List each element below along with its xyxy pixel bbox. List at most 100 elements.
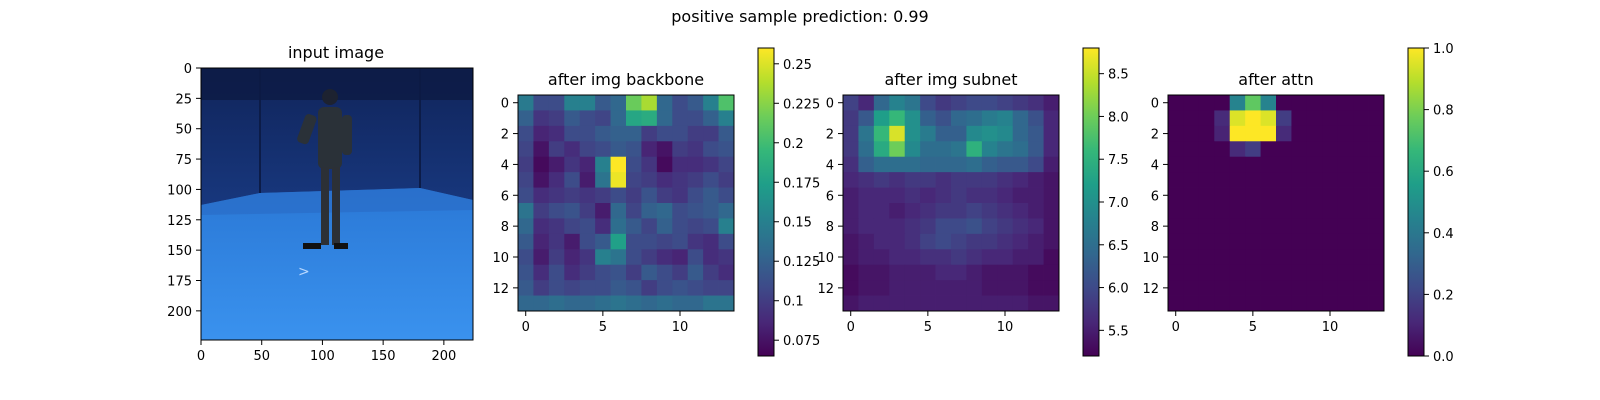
heatmap-cell [1260, 187, 1277, 204]
heatmap-cell [1276, 249, 1292, 266]
heatmap-cell [1291, 156, 1308, 173]
heatmap-cell [843, 203, 859, 219]
colorbar: 0.0 0.2 0.4 0.6 0.8 1.0 [1407, 42, 1454, 365]
heatmap-cell [1291, 172, 1308, 188]
y-tick-label: 10 [817, 251, 834, 266]
heatmap-cell [1291, 141, 1308, 158]
heatmap-cell [1229, 141, 1246, 158]
heatmap-cell [981, 203, 998, 219]
heatmap-cell [548, 156, 565, 173]
heatmap-cell [1214, 264, 1231, 281]
heatmap-cell [1229, 125, 1246, 142]
colorbar-tick-label: 5.5 [1108, 324, 1129, 339]
heatmap-cell [656, 249, 673, 266]
heatmap-cell [1368, 141, 1385, 158]
heatmap-cell [718, 233, 735, 250]
heatmap-cell [1306, 125, 1323, 142]
heatmap-cell [672, 295, 689, 312]
heatmap-cell [1198, 203, 1215, 219]
heatmap-cell [935, 172, 952, 188]
heatmap-cell [1276, 233, 1292, 250]
heatmap-cell [1229, 203, 1246, 219]
heatmap-cell [1368, 249, 1385, 266]
panel-title: after img subnet [884, 70, 1017, 89]
heatmap-cell [981, 95, 998, 111]
heatmap-cell [1337, 233, 1354, 250]
heatmap-cell [843, 249, 859, 266]
heatmap-cell [564, 95, 581, 111]
heatmap-cell [1168, 110, 1184, 127]
heatmap-cell [920, 156, 936, 173]
heatmap-cell [579, 95, 596, 111]
heatmap-cell [997, 280, 1014, 296]
heatmap-cell [889, 249, 906, 266]
heatmap-cell [595, 280, 611, 296]
heatmap-cell [1183, 110, 1200, 127]
heatmap-cell [1183, 218, 1200, 235]
heatmap-cell [935, 187, 952, 204]
heatmap-cell [1012, 156, 1029, 173]
x-tick-label: 0 [847, 320, 855, 335]
heatmap-cell [904, 110, 921, 127]
heatmap-cell [610, 249, 627, 266]
heatmap-cell [1276, 110, 1292, 127]
heatmap-cell [1276, 141, 1292, 158]
heatmap-cell [1322, 264, 1339, 281]
heatmap-cell [1322, 203, 1339, 219]
heatmap-cell [873, 264, 890, 281]
heatmap-cell [641, 156, 658, 173]
y-tick-label: 175 [167, 275, 192, 290]
heatmap-cell [718, 141, 735, 158]
heatmap-cell [935, 156, 952, 173]
heatmap-cell [966, 203, 983, 219]
heatmap-cell [858, 141, 875, 158]
heatmap-cell [610, 95, 627, 111]
heatmap-cell [904, 249, 921, 266]
heatmap-cell [843, 218, 859, 235]
panel-title: after img backbone [548, 70, 704, 89]
heatmap-cell [1322, 233, 1339, 250]
heatmap-cell [951, 172, 967, 188]
heatmap-cell [1229, 172, 1246, 188]
heatmap-cell [1183, 249, 1200, 266]
colorbar-tick-label: 0.225 [783, 97, 820, 112]
heatmap-cell [564, 295, 581, 312]
heatmap-cell [548, 141, 565, 158]
heatmap-cell [610, 264, 627, 281]
heatmap-cell [951, 249, 967, 266]
x-tick-label: 10 [1322, 320, 1339, 335]
heatmap-cell [997, 95, 1014, 111]
heatmap-cell [703, 280, 719, 296]
y-tick-label: 12 [492, 282, 509, 297]
heatmap-cell [1043, 187, 1060, 204]
heatmap-cell [533, 125, 550, 142]
heatmap-cell [1260, 172, 1277, 188]
heatmap-cell [1183, 295, 1200, 312]
heatmap-cell [564, 233, 581, 250]
y-tick-label: 8 [501, 220, 509, 235]
heatmap-cell [1028, 141, 1044, 158]
heatmap-cell [579, 156, 596, 173]
heatmap-cell [595, 218, 611, 235]
heatmap-cell [1245, 264, 1261, 281]
heatmap-cell [951, 141, 967, 158]
heatmap-cell [889, 233, 906, 250]
heatmap-cell [1260, 203, 1277, 219]
heatmap-cell [873, 233, 890, 250]
heatmap-cell [935, 110, 952, 127]
heatmap-cell [966, 218, 983, 235]
y-tick-label: 4 [1151, 158, 1159, 173]
heatmap-cell [1245, 95, 1261, 111]
heatmap-cell [1306, 156, 1323, 173]
heatmap-cell [1229, 156, 1246, 173]
heatmap-cell [843, 95, 859, 111]
heatmap-cell [579, 187, 596, 204]
heatmap-cell [889, 218, 906, 235]
colorbar-tick-label: 0.2 [783, 137, 804, 152]
heatmap-cell [873, 95, 890, 111]
heatmap-cell [873, 172, 890, 188]
heatmap-cell [610, 218, 627, 235]
colorbar: 5.5 6.0 6.5 7.0 7.5 8.0 8.5 [1082, 47, 1129, 357]
heatmap-cell [1337, 156, 1354, 173]
heatmap-cell [533, 141, 550, 158]
